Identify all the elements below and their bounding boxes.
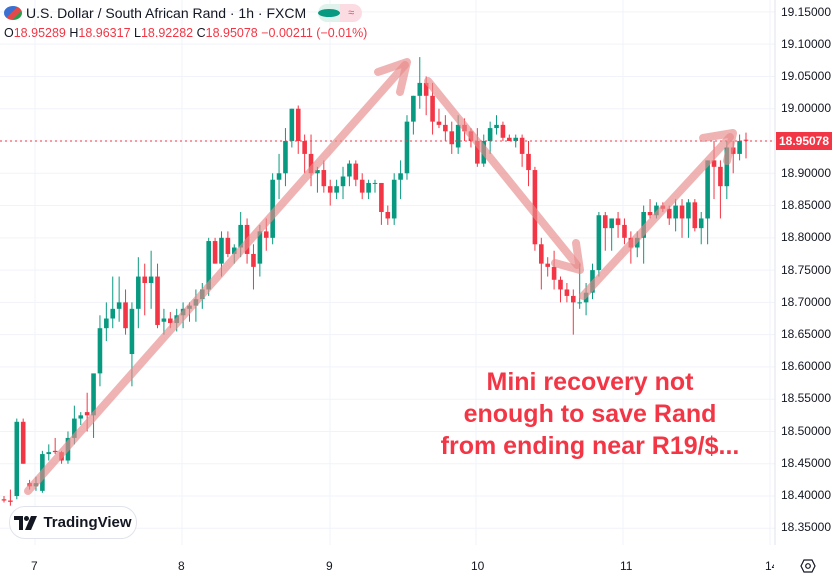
tradingview-watermark[interactable]: TradingView (9, 506, 137, 539)
price-label: 18.60000 (780, 359, 831, 373)
arrow-up-1-head (374, 58, 411, 96)
price-label: 18.50000 (780, 424, 831, 438)
price-label: 18.40000 (780, 488, 831, 502)
arrow-up-2-head (699, 129, 737, 165)
trend-arrows (24, 58, 737, 495)
time-label: 9 (326, 559, 333, 573)
price-label: 18.45000 (780, 456, 831, 470)
chart-header: U.S. Dollar / South African Rand · 1h · … (4, 4, 363, 22)
low-value: 18.92282 (140, 26, 194, 40)
high-value: 18.96317 (78, 26, 131, 40)
time-label: 11 (620, 559, 633, 573)
price-label: 18.65000 (780, 327, 831, 341)
price-label: 18.80000 (780, 230, 831, 244)
open-value: 18.95289 (13, 26, 66, 40)
time-label: 7 (31, 559, 38, 573)
price-label: 19.05000 (780, 69, 831, 83)
symbol-title[interactable]: U.S. Dollar / South African Rand · 1h · … (26, 5, 307, 21)
change-value: −0.00211 (−0.01%) (261, 26, 368, 40)
arrow-up-2 (579, 133, 734, 300)
time-label: 14 (765, 559, 774, 573)
price-label: 18.75000 (780, 263, 831, 277)
arrow-down-head (551, 239, 584, 274)
price-label: 18.70000 (780, 295, 831, 309)
price-label: 19.10000 (780, 37, 831, 51)
arrow-up-1 (24, 61, 409, 495)
close-value: 18.95078 (205, 26, 258, 40)
status-pill[interactable]: ≈ (318, 4, 363, 22)
price-label: 18.55000 (780, 391, 831, 405)
tradingview-label: TradingView (43, 514, 132, 531)
tradingview-logo-icon (14, 515, 38, 530)
price-label: 18.85000 (780, 198, 831, 212)
time-label: 8 (178, 559, 185, 573)
delayed-data-icon: ≈ (340, 4, 363, 22)
chart-annotation: Mini recovery not enough to save Rand fr… (440, 368, 740, 460)
price-label: 19.00000 (780, 101, 831, 115)
price-label: 19.15000 (780, 5, 831, 19)
usd-zar-flag-icon (4, 6, 22, 20)
settings-gear-icon[interactable] (800, 558, 816, 574)
ohlc-legend: O18.95289 H18.96317 L18.92282 C18.95078 … (4, 26, 368, 40)
market-open-icon (318, 4, 341, 22)
price-label: 18.35000 (780, 520, 831, 534)
chart-grid (0, 0, 775, 545)
current-price-tag: 18.95078 (776, 132, 832, 150)
arrow-down (424, 77, 581, 269)
time-label: 10 (471, 559, 485, 573)
price-label: 18.90000 (780, 166, 831, 180)
